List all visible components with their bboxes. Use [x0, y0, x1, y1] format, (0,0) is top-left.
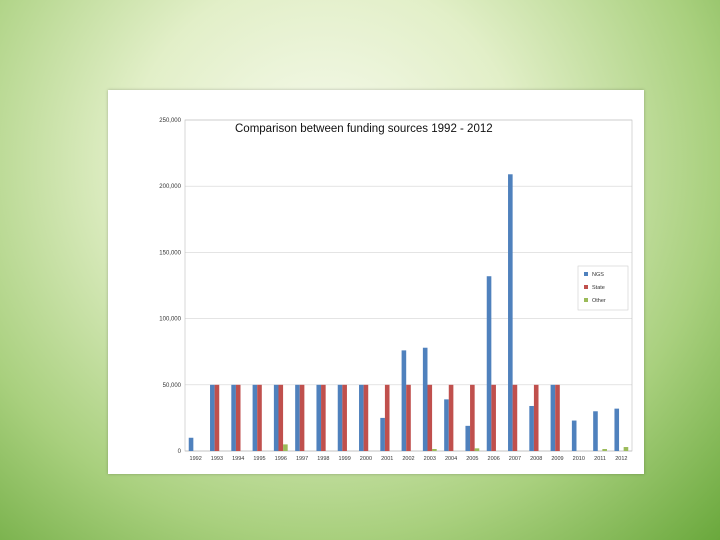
bar-state-1993 [214, 384, 220, 451]
bar-ngs-2001 [380, 417, 385, 451]
bars [188, 174, 629, 451]
x-axis-ticks: 1992 1993 1994 1995 1996 1997 1998 1999 2000 2001… [190, 456, 628, 462]
bar-state-2007 [512, 384, 518, 451]
bar-other-2003 [432, 449, 437, 451]
bar-state-2008 [533, 384, 539, 451]
legend-swatch-state [584, 285, 588, 289]
bar-ngs-2005 [465, 425, 471, 451]
bar-other-2011 [602, 449, 607, 451]
bar-other-2012 [623, 447, 629, 451]
y-tick-label: 250,000 [159, 118, 181, 124]
bar-ngs-2012 [614, 408, 620, 451]
legend-label-other: Other [592, 298, 606, 304]
chart-card: 0 50,000 100,000 150,000 200,000 250,000 1992… [108, 90, 644, 474]
x-tick-label: 2002 [402, 456, 414, 462]
y-tick-label: 0 [178, 449, 182, 455]
bar-state-1994 [235, 384, 241, 451]
bar-ngs-1993 [210, 384, 215, 451]
bar-ngs-2007 [508, 174, 513, 451]
bar-ngs-1994 [231, 384, 236, 451]
bar-state-1995 [257, 384, 262, 451]
bar-ngs-2003 [422, 347, 428, 451]
y-tick-label: 200,000 [159, 184, 181, 190]
x-tick-label: 2003 [424, 456, 436, 462]
x-tick-label: 2005 [466, 456, 478, 462]
bar-ngs-1995 [252, 384, 258, 451]
bar-ngs-1992 [188, 437, 194, 451]
bar-ngs-2009 [550, 384, 556, 451]
bar-other-1996 [283, 444, 288, 451]
bar-other-2005 [474, 448, 480, 451]
bar-state-2006 [491, 384, 496, 451]
legend-label-state: State [592, 285, 605, 291]
bar-ngs-2008 [529, 405, 534, 451]
bar-state-2003 [427, 384, 433, 451]
bar-chart: 0 50,000 100,000 150,000 200,000 250,000 1992… [159, 118, 633, 462]
x-tick-label: 1994 [232, 456, 244, 462]
x-tick-label: 2006 [488, 456, 500, 462]
chart-title: Comparison between funding sources 1992 … [235, 123, 493, 135]
y-tick-label: 50,000 [163, 383, 182, 389]
bar-ngs-2006 [486, 276, 492, 451]
bar-state-2004 [448, 384, 454, 451]
legend: NGS State Other [577, 265, 629, 311]
bar-state-1997 [299, 384, 305, 451]
bar-state-2002 [406, 384, 411, 451]
x-tick-label: 2008 [530, 456, 542, 462]
bar-ngs-1997 [295, 384, 300, 451]
bar-ngs-1996 [273, 384, 279, 451]
x-tick-label: 2009 [551, 456, 563, 462]
x-tick-label: 2011 [594, 456, 606, 462]
x-tick-label: 2004 [445, 456, 457, 462]
x-tick-label: 1999 [339, 456, 351, 462]
legend-swatch-other [584, 298, 588, 302]
bar-ngs-2010 [571, 420, 577, 451]
x-tick-label: 1997 [296, 456, 308, 462]
x-tick-label: 1998 [317, 456, 329, 462]
bar-state-2001 [384, 384, 390, 451]
x-tick-label: 1995 [253, 456, 265, 462]
bar-ngs-1998 [316, 384, 322, 451]
bar-ngs-2000 [359, 384, 364, 451]
x-tick-label: 2012 [615, 456, 627, 462]
x-tick-label: 2007 [509, 456, 521, 462]
x-tick-label: 2010 [573, 456, 585, 462]
x-tick-label: 1992 [190, 456, 202, 462]
y-tick-label: 100,000 [159, 317, 181, 323]
bar-ngs-2002 [401, 350, 407, 451]
legend-label-ngs: NGS [592, 272, 604, 278]
bar-state-2009 [555, 384, 560, 451]
bar-state-1999 [342, 384, 347, 451]
legend-swatch-ngs [584, 272, 588, 276]
bar-state-1996 [278, 384, 284, 451]
x-tick-label: 2000 [360, 456, 372, 462]
x-tick-label: 1996 [275, 456, 287, 462]
bar-ngs-2011 [593, 411, 598, 451]
x-tick-label: 2001 [381, 456, 393, 462]
bar-state-1998 [321, 384, 326, 451]
x-tick-label: 1993 [211, 456, 223, 462]
y-tick-label: 150,000 [159, 250, 181, 256]
bar-ngs-1999 [337, 384, 343, 451]
bar-ngs-2004 [444, 399, 449, 451]
y-axis-ticks: 0 50,000 100,000 150,000 200,000 250,000 [159, 118, 181, 455]
bar-state-2005 [470, 384, 475, 451]
bar-state-2000 [363, 384, 369, 451]
